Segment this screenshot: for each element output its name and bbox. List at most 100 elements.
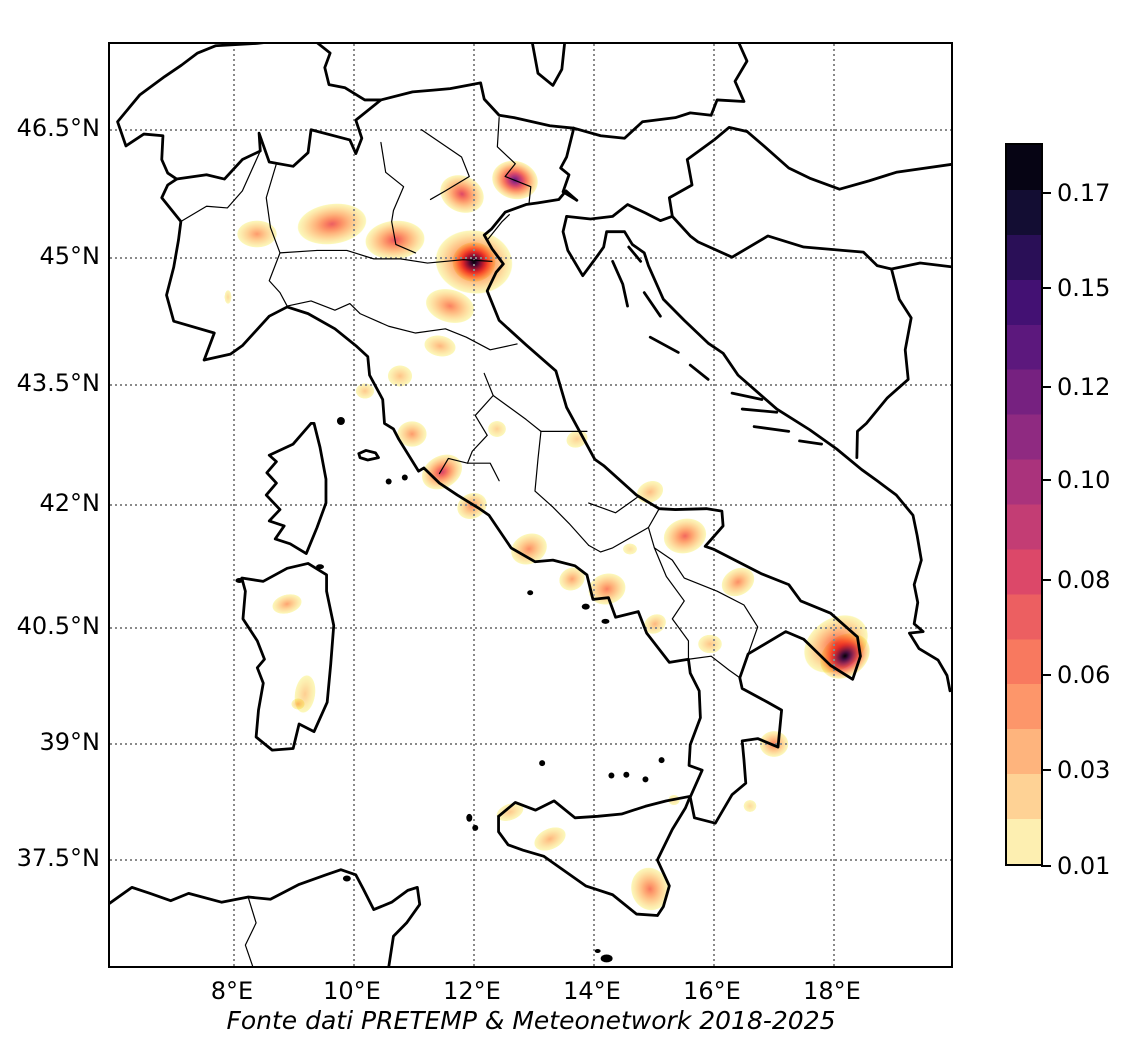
small-island-dot: [235, 578, 244, 584]
region-border-path: [496, 117, 532, 205]
region-border-path: [492, 394, 588, 432]
map-borders-svg: [110, 44, 951, 966]
coastline-border-path: [561, 214, 951, 693]
colorbar-tick-label: 0.15: [1057, 274, 1111, 302]
y-tick-label: 46.5°N: [16, 114, 100, 142]
colorbar-tick-mark: [1041, 865, 1051, 867]
coastline-border-path: [855, 267, 913, 460]
small-island-dot: [600, 954, 613, 963]
x-tick-label: 16°E: [683, 977, 741, 1005]
coastline-border-path: [264, 421, 328, 555]
region-border-path: [380, 141, 417, 254]
x-tick-label: 12°E: [443, 977, 501, 1005]
colorbar-tick-label: 0.08: [1057, 566, 1111, 594]
small-island-dot: [472, 824, 479, 831]
coastline-border-path: [357, 449, 380, 462]
density-blob: [212, 265, 244, 329]
colorbar-tick-label: 0.12: [1057, 373, 1111, 401]
coastline-border-path: [202, 189, 862, 825]
region-border-path: [420, 129, 470, 201]
x-tick-label: 18°E: [803, 977, 861, 1005]
y-tick-label: 40.5°N: [16, 612, 100, 640]
coastline-border-path: [611, 259, 629, 308]
region-border-path: [687, 655, 741, 679]
y-tick-label: 37.5°N: [16, 844, 100, 872]
region-border-path: [438, 457, 500, 482]
region-border-path: [588, 496, 638, 514]
region-border-path: [244, 897, 257, 966]
coastline-border-path: [745, 130, 951, 191]
x-tick-label: 10°E: [323, 977, 381, 1005]
figure-caption: Fonte dati PRETEMP & Meteonetwork 2018-2…: [226, 1006, 836, 1035]
colorbar-tick-mark: [1041, 386, 1051, 388]
small-island-dot: [342, 875, 351, 882]
small-island-dot: [623, 771, 630, 778]
y-tick-label: 43.5°N: [16, 369, 100, 397]
coastline-border-path: [670, 214, 951, 271]
coastline-border-path: [740, 407, 779, 414]
small-island-dot: [527, 590, 534, 596]
density-blob: [720, 778, 780, 834]
colorbar-tick-mark: [1041, 192, 1051, 194]
colorbar-tick-label: 0.03: [1057, 756, 1111, 784]
coastline-border-path: [497, 794, 692, 917]
colorbar-gradient-bar: [1005, 143, 1043, 866]
small-island-dot: [336, 417, 345, 425]
coastline-border-path: [116, 44, 383, 181]
colorbar-tick-mark: [1041, 479, 1051, 481]
region-border-path: [588, 508, 660, 553]
small-island-dot: [581, 603, 590, 610]
small-island-dot: [594, 948, 601, 953]
region-border-path: [286, 300, 518, 351]
coastline-border-path: [379, 81, 576, 130]
small-island-dot: [385, 478, 392, 485]
colorbar-tick-label: 0.06: [1057, 661, 1111, 689]
coastline-border-path: [648, 335, 680, 354]
small-island-dot: [601, 618, 610, 624]
small-island-dot: [466, 813, 473, 822]
coastline-border-path: [565, 126, 749, 223]
colorbar-tick-label: 0.10: [1057, 466, 1111, 494]
y-tick-label: 42°N: [39, 489, 101, 517]
coastline-border-path: [572, 111, 713, 140]
colorbar-tick-mark: [1041, 579, 1051, 581]
region-border-path: [534, 430, 590, 547]
coastline-border-path: [110, 868, 422, 966]
small-island-dot: [316, 564, 324, 570]
coastline-border-path: [240, 562, 336, 752]
coastline-border-path: [627, 245, 643, 263]
coastline-border-path: [798, 439, 824, 446]
colorbar-tick-mark: [1041, 674, 1051, 676]
density-blob: [665, 609, 755, 679]
colorbar-tick-label: 0.01: [1057, 852, 1111, 880]
coastline-border-path: [160, 177, 216, 362]
region-border-path: [279, 249, 493, 264]
region-border-path: [486, 214, 510, 241]
small-island-dot: [608, 772, 615, 779]
coastline-border-path: [559, 126, 579, 202]
coastline-border-path: [531, 44, 566, 87]
region-border-path: [647, 526, 759, 655]
coastline-border-path: [688, 363, 710, 381]
colorbar-tick-label: 0.17: [1057, 179, 1111, 207]
region-border-path: [180, 150, 261, 223]
small-island-dot: [658, 757, 665, 764]
coastline-border-path: [752, 425, 791, 433]
density-blob: [274, 684, 322, 724]
small-island-dot: [539, 760, 546, 767]
map-plot-area: [108, 42, 953, 968]
x-tick-label: 8°E: [210, 977, 254, 1005]
x-tick-label: 14°E: [563, 977, 621, 1005]
coastline-border-path: [709, 44, 749, 117]
region-border-path: [466, 372, 494, 464]
small-island-dot: [401, 474, 408, 481]
colorbar-tick-mark: [1041, 287, 1051, 289]
coastline-border-path: [730, 391, 764, 401]
region-border-path: [265, 163, 288, 307]
small-island-dot: [642, 776, 649, 783]
y-tick-label: 39°N: [39, 728, 101, 756]
coastline-border-path: [642, 291, 662, 318]
region-border-path: [653, 547, 690, 660]
colorbar-tick-mark: [1041, 769, 1051, 771]
